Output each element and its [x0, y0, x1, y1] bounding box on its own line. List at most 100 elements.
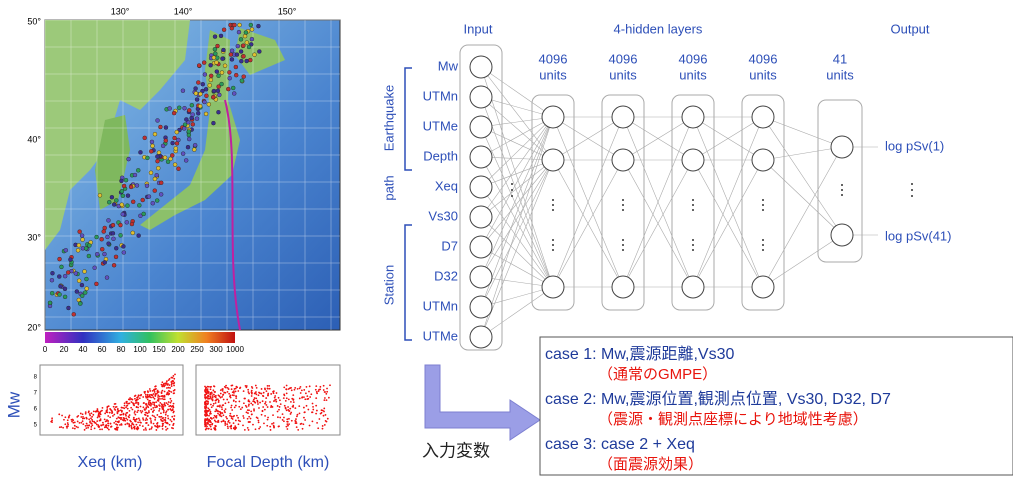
scatter-point: [307, 409, 309, 411]
scatter-point: [237, 390, 239, 392]
scatter-point: [112, 415, 114, 417]
scatter-point: [132, 409, 134, 411]
quake: [121, 212, 125, 216]
quake: [137, 203, 141, 207]
scatter-point: [91, 416, 93, 418]
scatter-point: [170, 402, 172, 404]
scatter-point: [105, 425, 107, 427]
scatter-point: [144, 392, 146, 394]
scatter-point: [163, 384, 165, 386]
quake: [207, 102, 211, 106]
scatter-point: [130, 407, 132, 409]
map: [45, 20, 340, 330]
scatter-point: [230, 428, 232, 430]
quake: [235, 53, 239, 57]
quake: [80, 283, 84, 287]
scatter-point: [306, 395, 308, 397]
y-tick-label: 8: [34, 375, 38, 381]
scatter-point: [287, 406, 289, 408]
scatter-point: [129, 402, 131, 404]
scatter-point: [292, 394, 294, 396]
scatter-point: [153, 393, 155, 395]
quake: [58, 284, 62, 288]
scatter-point: [302, 423, 304, 425]
quake: [63, 295, 67, 299]
scatter-point: [323, 399, 325, 401]
scatter-point: [160, 418, 162, 420]
scatter-point: [104, 418, 106, 420]
quake: [94, 282, 98, 286]
quake: [59, 265, 63, 269]
quake: [107, 200, 111, 204]
quake: [83, 291, 87, 295]
quake: [244, 31, 248, 35]
scatter-point: [266, 390, 268, 392]
scatter-point: [277, 416, 279, 418]
quake: [181, 152, 185, 156]
scatter-point: [100, 413, 102, 415]
scatter-point: [251, 414, 253, 416]
scatter-point: [268, 385, 270, 387]
input-node: [470, 56, 492, 78]
quake: [149, 171, 153, 175]
scatter-point: [262, 410, 264, 412]
scatter-point: [145, 404, 147, 406]
scatter-point: [143, 429, 145, 431]
scatter-point: [106, 419, 108, 421]
scatter-point: [51, 421, 53, 423]
scatter-point: [91, 422, 93, 424]
scatter-point: [146, 422, 148, 424]
scatter-point: [174, 373, 176, 375]
quake: [158, 125, 162, 129]
scatter-point: [114, 403, 116, 405]
scatter-point: [234, 388, 236, 390]
scatter-point: [96, 420, 98, 422]
scatter-point: [131, 426, 133, 428]
quake: [111, 231, 115, 235]
quake: [147, 195, 151, 199]
quake: [215, 70, 219, 74]
scatter-point: [291, 389, 293, 391]
quake: [211, 121, 215, 125]
scatter-point: [172, 412, 174, 414]
scatter-point: [155, 429, 157, 431]
quake: [220, 57, 224, 61]
scatter-point: [140, 394, 142, 396]
scatter-point: [115, 421, 117, 423]
scatter-point: [157, 394, 159, 396]
quake: [164, 126, 168, 130]
scatter-point: [309, 385, 311, 387]
scatter-point: [231, 409, 233, 411]
scatter-point: [324, 391, 326, 393]
scatter-point: [228, 388, 230, 390]
quake: [119, 223, 123, 227]
ellipsis-dot: [692, 239, 694, 241]
scatter-point: [124, 402, 126, 404]
scatter-point: [108, 405, 110, 407]
scatter-point: [269, 388, 271, 390]
input-label: UTMe: [423, 118, 458, 133]
scatter-point: [245, 405, 247, 407]
ellipsis-dot: [552, 249, 554, 251]
ellipsis-dot: [841, 189, 843, 191]
ellipsis-dot: [762, 249, 764, 251]
output-node: [831, 224, 853, 246]
quake: [138, 150, 142, 154]
scatter-point: [147, 415, 149, 417]
scatter-point: [211, 424, 213, 426]
scatter-point: [222, 388, 224, 390]
scatter-point: [270, 405, 272, 407]
scatter-point: [296, 426, 298, 428]
scatter-point: [244, 429, 246, 431]
scatter-point: [315, 385, 317, 387]
scatter-point: [322, 425, 324, 427]
quake: [249, 23, 253, 27]
scatter-point: [124, 423, 126, 425]
scatter-point: [162, 423, 164, 425]
quake: [81, 238, 85, 242]
quake: [204, 87, 208, 91]
scatter-point: [315, 413, 317, 415]
scatter-point: [302, 428, 304, 430]
scatter-point: [206, 389, 208, 391]
scatter-point: [72, 419, 74, 421]
